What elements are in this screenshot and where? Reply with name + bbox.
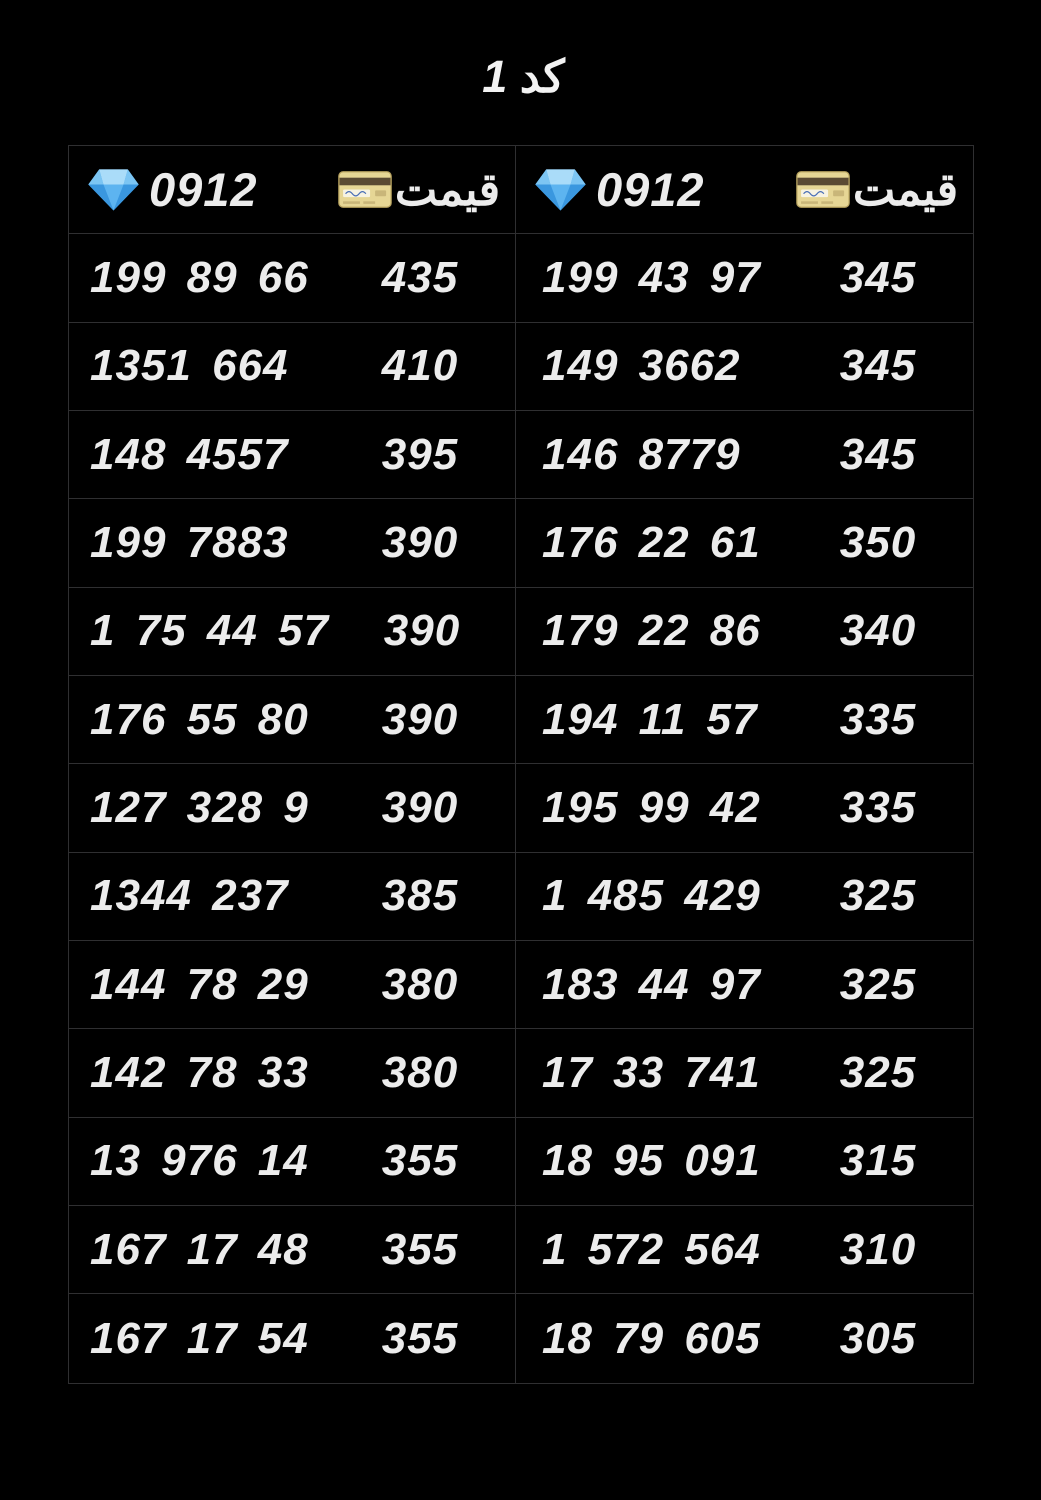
price-value: 395: [381, 429, 459, 479]
price-value: 315: [839, 1136, 917, 1186]
gem-diamond-icon: [85, 166, 142, 213]
phone-number: 183 44 97: [542, 959, 761, 1009]
table-row: 142 78 33 380 17 33 741 325: [69, 1029, 973, 1118]
table-row: 13 976 14 355 18 95 091 315: [69, 1117, 973, 1207]
table-row: 176 55 80 390 194 11 57 335: [69, 676, 973, 765]
price-column-header: قیمت: [323, 163, 515, 216]
table-row: 1351 664 410 149 3662 345: [69, 322, 973, 412]
price-value: 305: [839, 1313, 917, 1363]
phone-number: 199 7883: [90, 518, 289, 568]
phone-number: 194 11 57: [542, 694, 758, 744]
table-header-row: 0912 قیمت: [69, 146, 973, 235]
prefix-label: 0912: [596, 163, 705, 217]
price-value: 355: [381, 1136, 459, 1186]
phone-number: 144 78 29: [90, 959, 309, 1009]
price-value: 335: [839, 783, 917, 833]
phone-number: 1 75 44 57: [90, 606, 329, 656]
price-value: 435: [381, 253, 459, 303]
phone-number: 13 976 14: [90, 1136, 309, 1186]
price-value: 380: [381, 959, 459, 1009]
price-value: 340: [839, 606, 917, 656]
phone-number: 1344 237: [90, 871, 289, 921]
phone-number: 127 328 9: [90, 783, 309, 833]
price-value: 325: [839, 871, 917, 921]
price-value: 345: [839, 429, 917, 479]
price-label: قیمت: [852, 164, 959, 216]
price-value: 335: [839, 694, 917, 744]
price-value: 385: [381, 871, 459, 921]
phone-number: 18 95 091: [542, 1136, 761, 1186]
table-row: 127 328 9 390 195 99 42 335: [69, 764, 973, 853]
price-value: 345: [839, 341, 917, 391]
price-value: 355: [381, 1313, 459, 1363]
header-left-half: 0912 قیمت: [69, 146, 516, 234]
phone-number: 1351 664: [90, 341, 289, 391]
table-row: 148 4557 395 146 8779 345: [69, 411, 973, 500]
price-value: 325: [839, 1048, 917, 1098]
price-value: 355: [381, 1224, 459, 1274]
table-row: 167 17 48 355 1 572 564 310: [69, 1206, 973, 1295]
phone-number: 199 89 66: [90, 253, 309, 303]
price-value: 390: [383, 606, 461, 656]
price-value: 380: [381, 1048, 459, 1098]
number-column-header: 0912: [69, 162, 323, 217]
table-row: 199 7883 390 176 22 61 350: [69, 499, 973, 588]
title-code-number: 1: [482, 51, 508, 102]
number-column-header: 0912: [516, 162, 781, 217]
phone-number: 167 17 48: [90, 1224, 309, 1274]
phone-number: 149 3662: [542, 341, 741, 391]
price-value: 390: [381, 694, 459, 744]
table-row: 1344 237 385 1 485 429 325: [69, 852, 973, 942]
price-value: 410: [381, 341, 459, 391]
price-label: قیمت: [394, 164, 501, 216]
phone-number: 17 33 741: [542, 1048, 761, 1098]
credit-card-icon: [796, 169, 850, 210]
phone-number: 148 4557: [90, 429, 289, 479]
header-right-half: 0912 قیمت: [516, 146, 973, 233]
phone-number: 176 22 61: [542, 518, 761, 568]
phone-number: 179 22 86: [542, 606, 761, 656]
gem-diamond-icon: [532, 166, 589, 213]
phone-number: 146 8779: [542, 429, 741, 479]
table-row: 199 89 66 435 199 43 97 345: [69, 234, 973, 323]
credit-card-icon: [338, 169, 392, 210]
prefix-label: 0912: [149, 163, 258, 217]
price-table: 0912 قیمت: [68, 145, 974, 1384]
price-value: 345: [839, 253, 917, 303]
price-value: 325: [839, 959, 917, 1009]
price-value: 390: [381, 783, 459, 833]
phone-number: 167 17 54: [90, 1313, 309, 1363]
table-row: 144 78 29 380 183 44 97 325: [69, 941, 973, 1030]
phone-number: 1 485 429: [542, 871, 761, 921]
phone-number: 195 99 42: [542, 783, 761, 833]
price-value: 310: [839, 1224, 917, 1274]
price-value: 390: [381, 518, 459, 568]
page-title: کد 1: [0, 50, 1041, 103]
title-code-word: کد: [519, 51, 565, 102]
phone-number: 142 78 33: [90, 1048, 309, 1098]
phone-number: 1 572 564: [542, 1224, 761, 1274]
phone-number: 18 79 605: [542, 1313, 761, 1363]
price-value: 350: [839, 518, 917, 568]
table-row: 167 17 54 355 18 79 605 305: [69, 1294, 973, 1383]
phone-number: 199 43 97: [542, 253, 761, 303]
table-row: 1 75 44 57 390 179 22 86 340: [69, 587, 973, 677]
price-column-header: قیمت: [781, 163, 973, 216]
phone-number: 176 55 80: [90, 694, 309, 744]
